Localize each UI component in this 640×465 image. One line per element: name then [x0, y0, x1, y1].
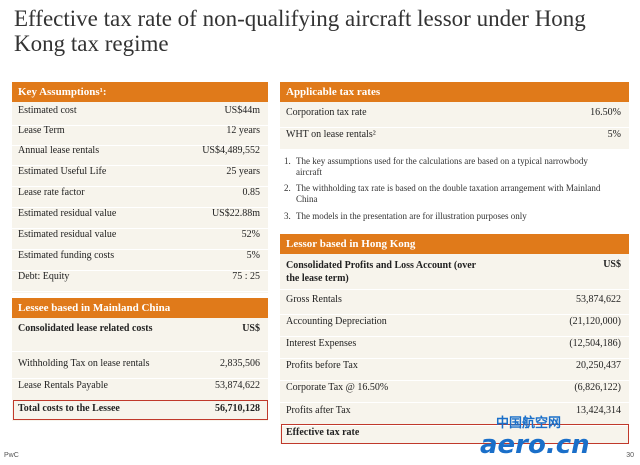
brand-label: PwC	[4, 452, 19, 459]
row-label: Profits after Tax	[286, 405, 351, 416]
lessor-total-highlight	[281, 424, 629, 444]
row-label: Estimated residual value	[18, 229, 117, 240]
row-label: Lease Term	[18, 125, 65, 136]
row-value: 75 : 25	[232, 271, 260, 282]
table-row: Withholding Tax on lease rentals 2,835,50…	[12, 358, 268, 379]
table-row: Gross Rentals 53,874,622	[280, 294, 629, 315]
lessor-header: Lessor based in Hong Kong	[280, 234, 629, 254]
table-row: Estimated residual value 52%	[12, 229, 268, 250]
watermark-cn: 中国航空网	[496, 415, 561, 431]
lessee-heading-label: Consolidated lease related costs	[18, 323, 153, 334]
lessee-total-row: Total costs to the Lessee 56,710,128	[12, 403, 268, 422]
table-row: Profits after Tax 13,424,314	[280, 405, 629, 426]
table-row: Interest Expenses (12,504,186)	[280, 338, 629, 359]
table-row: Lease rate factor 0.85	[12, 187, 268, 208]
row-label: Estimated cost	[18, 105, 77, 116]
row-label: Corporation tax rate	[286, 107, 367, 118]
footnote: 2. The withholding tax rate is based on …	[284, 183, 624, 207]
footnote-text: The key assumptions used for the calcula…	[296, 156, 588, 177]
table-row: Annual lease rentals US$4,489,552	[12, 145, 268, 166]
footnote-number: 1.	[284, 156, 291, 166]
page-number: 30	[626, 452, 634, 459]
applicable-rates-panel: Applicable tax rates Corporation tax rat…	[280, 82, 629, 150]
row-value: 16.50%	[590, 107, 621, 118]
table-row: Estimated residual value US$22.88m	[12, 208, 268, 229]
total-value: 56,710,128	[215, 403, 260, 414]
row-label: Interest Expenses	[286, 338, 357, 349]
lessee-header: Lessee based in Mainland China	[12, 298, 268, 318]
row-label: Gross Rentals	[286, 294, 342, 305]
lessee-total-highlight	[13, 400, 268, 420]
footnote: 3. The models in the presentation are fo…	[284, 211, 624, 223]
lessor-heading: Consolidated Profits and Loss Account (o…	[280, 259, 629, 290]
row-label: Annual lease rentals	[18, 145, 100, 156]
lessor-heading-unit: US$	[603, 259, 621, 270]
row-label: Estimated residual value	[18, 208, 117, 219]
row-value: 12 years	[226, 125, 260, 136]
row-value: US$4,489,552	[202, 145, 260, 156]
table-row: Estimated Useful Life 25 years	[12, 166, 268, 187]
footnote-number: 2.	[284, 183, 291, 193]
total-label: Effective tax rate	[286, 427, 360, 438]
row-value: US$44m	[224, 105, 260, 116]
row-label: WHT on lease rentals²	[286, 129, 376, 140]
row-value: 53,874,622	[215, 380, 260, 391]
footnote-number: 3.	[284, 211, 291, 221]
key-assumptions-header: Key Assumptions¹:	[12, 82, 268, 102]
lessee-heading: Consolidated lease related costs US$	[12, 323, 268, 352]
lessee-heading-unit: US$	[242, 323, 260, 334]
table-row: Corporate Tax @ 16.50% (6,826,122)	[280, 382, 629, 403]
row-value: (21,120,000)	[569, 316, 621, 327]
table-row: Estimated funding costs 5%	[12, 250, 268, 271]
lessee-panel: Lessee based in Mainland China Consolida…	[12, 298, 268, 422]
footnote-text: The models in the presentation are for i…	[296, 211, 527, 221]
row-value: 52%	[241, 229, 260, 240]
row-label: Estimated funding costs	[18, 250, 115, 261]
applicable-rates-header: Applicable tax rates	[280, 82, 629, 102]
page-title: Effective tax rate of non-qualifying air…	[14, 6, 586, 56]
lessor-panel: Lessor based in Hong Kong Consolidated P…	[280, 234, 629, 445]
key-assumptions-panel: Key Assumptions¹: Estimated cost US$44m L…	[12, 82, 268, 293]
row-label: Estimated Useful Life	[18, 166, 107, 177]
aero-watermark-logo: 中国航空网 aero.cn	[480, 415, 590, 459]
row-label: Debt: Equity	[18, 271, 70, 282]
total-label: Total costs to the Lessee	[18, 403, 120, 414]
row-value: 5%	[246, 250, 260, 261]
footnote-text: The withholding tax rate is based on the…	[296, 183, 601, 204]
row-label: Accounting Depreciation	[286, 316, 387, 327]
row-value: (12,504,186)	[569, 338, 621, 349]
row-label: Corporate Tax @ 16.50%	[286, 382, 389, 393]
row-value: 5%	[607, 129, 621, 140]
lessor-heading-label: Consolidated Profits and Loss Account (o…	[286, 260, 476, 284]
row-value: (6,826,122)	[574, 382, 621, 393]
table-row: Profits before Tax 20,250,437	[280, 360, 629, 381]
table-row: Estimated cost US$44m	[12, 105, 268, 126]
table-row: Debt: Equity 75 : 25	[12, 271, 268, 292]
table-row: WHT on lease rentals² 5%	[280, 129, 629, 150]
row-label: Profits before Tax	[286, 360, 358, 371]
row-value: 0.85	[242, 187, 261, 198]
row-value: 13,424,314	[576, 405, 621, 416]
lessor-total-row: Effective tax rate	[280, 427, 629, 445]
row-value: 20,250,437	[576, 360, 621, 371]
row-value: US$22.88m	[211, 208, 260, 219]
row-value: 25 years	[226, 166, 260, 177]
row-label: Lease rate factor	[18, 187, 85, 198]
table-row: Corporation tax rate 16.50%	[280, 107, 629, 128]
row-value: 53,874,622	[576, 294, 621, 305]
table-row: Lease Term 12 years	[12, 125, 268, 146]
footnote: 1. The key assumptions used for the calc…	[284, 156, 624, 180]
table-row: Lease Rentals Payable 53,874,622	[12, 380, 268, 401]
row-value: 2,835,506	[220, 358, 260, 369]
watermark-en: aero.cn	[480, 430, 590, 459]
table-row: Accounting Depreciation (21,120,000)	[280, 316, 629, 337]
row-label: Lease Rentals Payable	[18, 380, 108, 391]
row-label: Withholding Tax on lease rentals	[18, 358, 150, 369]
